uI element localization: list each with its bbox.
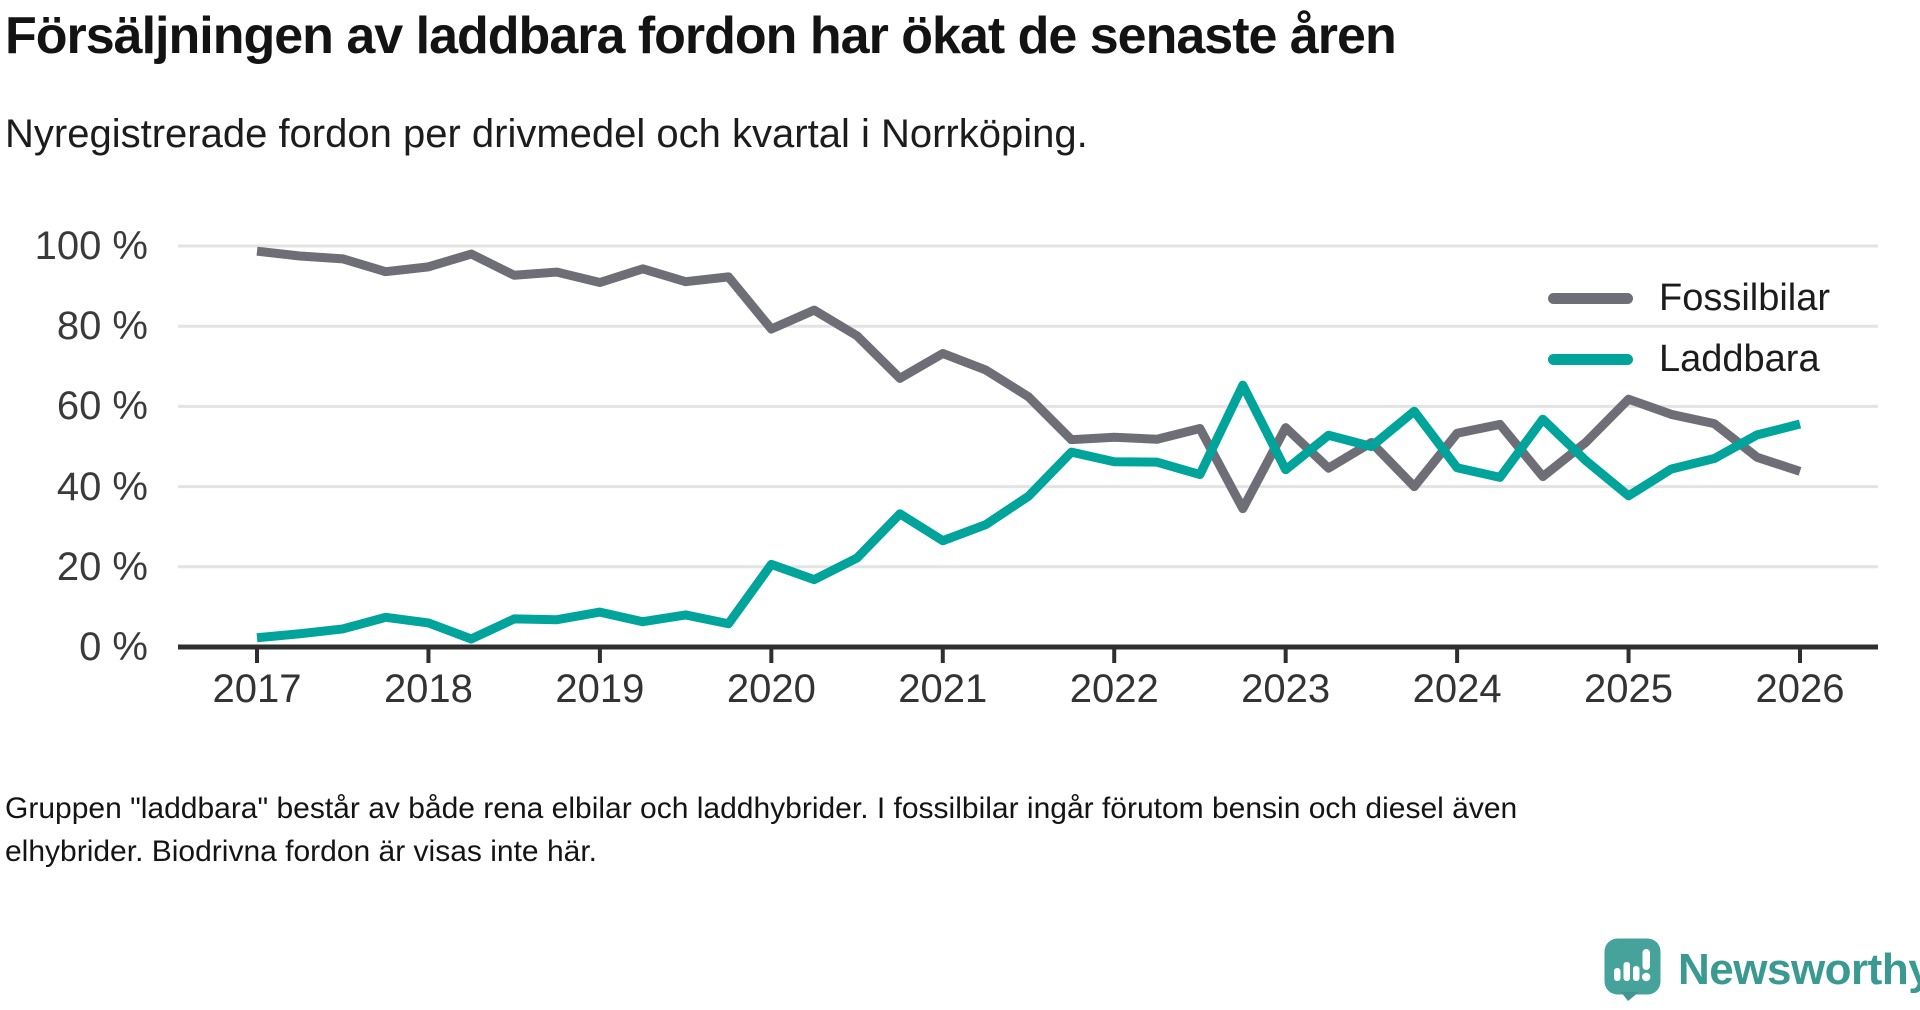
legend: Fossilbilar Laddbara [1534,272,1845,385]
chart-subtitle: Nyregistrerade fordon per drivmedel och … [5,112,1088,156]
y-tick-label: 40 % [56,464,148,509]
y-tick-label: 20 % [56,544,148,589]
newsworthy-logo-icon [1604,938,1661,1001]
x-tick-label: 2023 [1241,667,1331,711]
footnote-line-1: Gruppen "laddbara" består av både rena e… [5,792,1518,825]
footnote: Gruppen "laddbara" består av både rena e… [5,788,1885,873]
legend-item-laddbara: Laddbara [1534,333,1845,385]
legend-label: Laddbara [1659,338,1820,380]
legend-item-fossilbilar: Fossilbilar [1534,272,1845,324]
x-tick-label: 2018 [383,667,473,711]
newsworthy-branding: Newsworthy [1604,938,1920,1001]
plot-svg [178,244,1878,663]
x-tick-label: 2022 [1069,667,1159,711]
y-tick-label: 80 % [56,304,148,349]
y-tick-label: 0 % [79,625,148,669]
chart-title: Försäljningen av laddbara fordon har öka… [5,7,1397,65]
x-tick-label: 2017 [212,667,302,711]
y-tick-label: 100 % [34,224,148,268]
newsworthy-logo-text: Newsworthy [1678,944,1920,994]
series-line-laddbara [256,380,1802,644]
footnote-line-2: elhybrider. Biodrivna fordon är visas in… [5,834,597,868]
x-tick-label: 2020 [726,667,816,711]
x-tick-label: 2021 [898,667,988,711]
series-line-fossilbilar [256,246,1802,514]
y-tick-label: 60 % [56,384,148,429]
x-tick-label: 2026 [1755,667,1845,711]
x-tick-label: 2024 [1412,667,1502,711]
line-chart: 100 % 80 % 60 % 40 % 20 % 0 % 2017 2018 2019 202… [34,224,1878,711]
legend-swatch [1548,353,1633,365]
legend-swatch [1548,292,1633,304]
x-tick-label: 2025 [1584,667,1674,711]
x-tick-label: 2019 [555,667,645,711]
legend-label: Fossilbilar [1659,277,1831,319]
